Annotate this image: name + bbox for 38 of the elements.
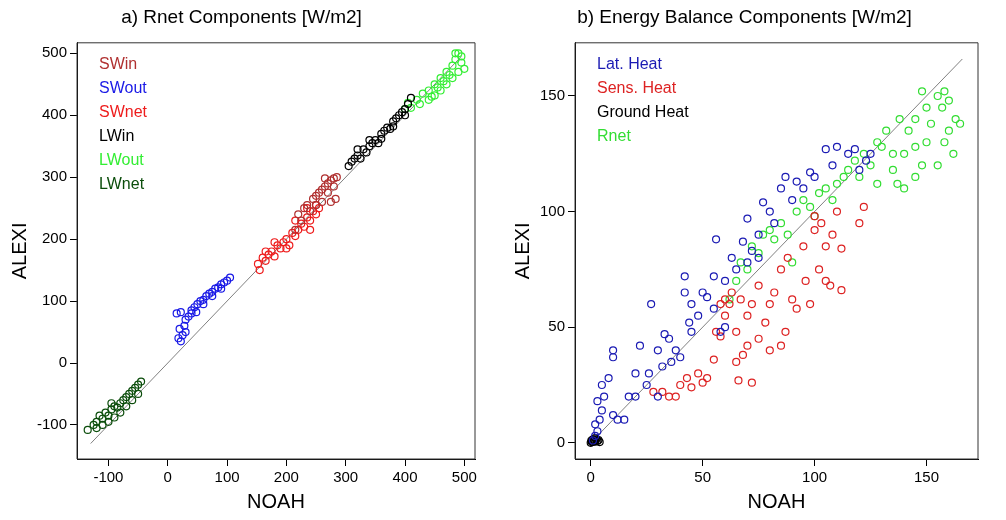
y-axis-title: ALEXI [7,222,30,280]
chart-title: a) Rnet Components [W/m2] [121,5,362,27]
y-tick-label: 0 [556,432,566,450]
y-tick-label: -100 [36,415,68,433]
text: Sens. Heat [597,79,677,97]
x-tick-label: -100 [93,468,124,486]
text: LWin [99,127,135,145]
y-tick-label: 100 [41,291,68,309]
y-tick-label: 0 [58,353,68,371]
x-tick-label: 200 [273,468,299,486]
text: Rnet [597,127,632,145]
y-tick-label: 500 [41,43,68,61]
y-tick-label: 50 [548,317,566,335]
x-tick-label: 50 [694,468,711,486]
y-tick-label: 400 [41,105,68,123]
x-tick-label: 400 [392,468,418,486]
x-tick-label: 150 [913,468,940,486]
x-tick-label: 500 [451,468,477,486]
x-tick-label: 100 [214,468,240,486]
y-tick-label: 200 [41,229,68,247]
text: SWnet [99,103,148,121]
y-axis-title: ALEXI [510,222,533,280]
x-tick-label: 300 [333,468,359,486]
text: LWnet [99,175,145,193]
x-axis-title: NOAH [747,489,806,512]
chart-title: b) Energy Balance Components [W/m2] [577,5,912,27]
x-tick-label: 100 [802,468,828,486]
text: SWin [99,55,138,73]
x-axis-title: NOAH [247,489,305,512]
y-tick-label: 100 [540,201,566,219]
x-tick-label: 0 [586,468,595,486]
text: LWout [99,151,145,169]
x-tick-label: 0 [163,468,172,486]
text: Lat. Heat [597,55,663,73]
text: Ground Heat [597,103,690,121]
y-tick-label: 300 [41,167,68,185]
y-tick-label: 150 [540,86,566,104]
text: SWout [99,79,148,97]
